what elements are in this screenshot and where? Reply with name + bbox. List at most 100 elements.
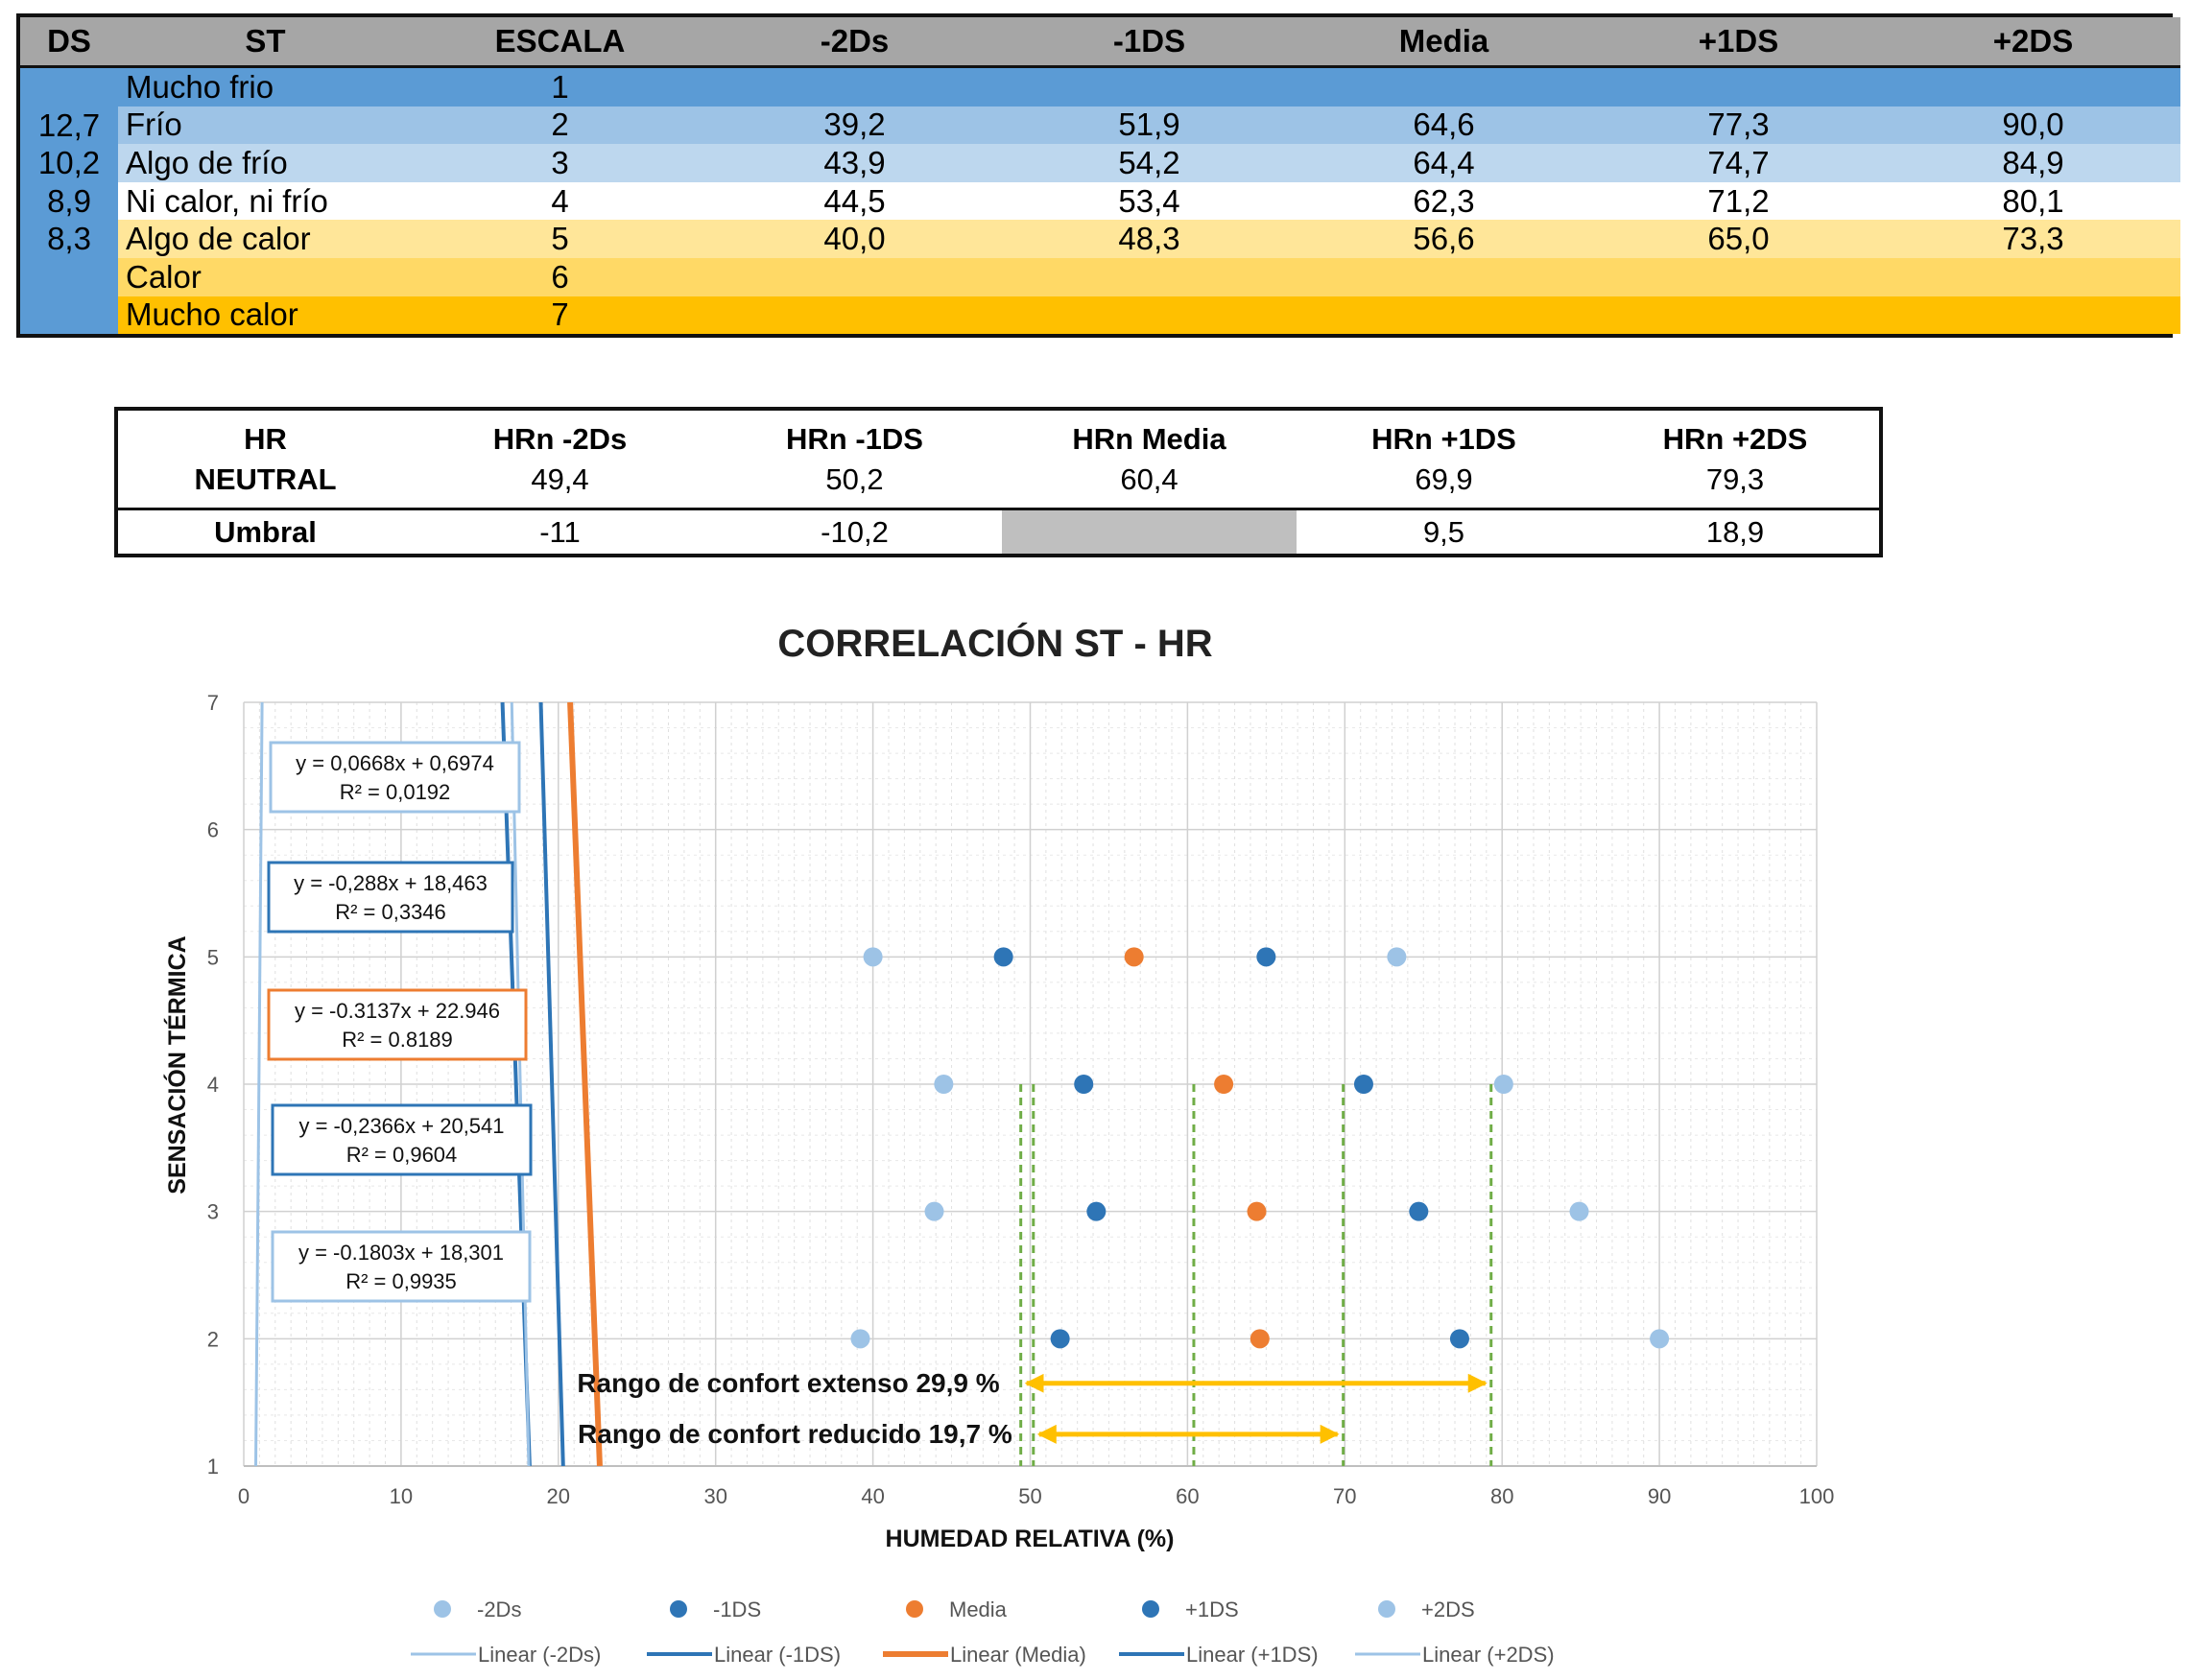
ds-column: 12,7 10,2 8,9 8,3 bbox=[20, 66, 118, 335]
p2ds-cell: 80,1 bbox=[2002, 182, 2064, 219]
hrn-m1ds-cell: HRn -1DS 50,2 bbox=[707, 411, 1002, 509]
st-cell: Calor bbox=[126, 258, 202, 295]
data-point bbox=[850, 1329, 870, 1349]
data-point bbox=[1050, 1329, 1070, 1349]
st-cell: Ni calor, ni frío bbox=[126, 182, 328, 219]
ds-value: 12,7 bbox=[37, 106, 101, 143]
ds-value: 8,3 bbox=[47, 221, 91, 257]
data-point bbox=[1353, 1075, 1373, 1094]
chart-title: CORRELACIÓN ST - HR bbox=[777, 621, 1212, 665]
hrn-p1ds-cell: HRn +1DS 69,9 bbox=[1297, 411, 1591, 509]
legend-label: Media bbox=[949, 1597, 1008, 1621]
hrn-media-value: 60,4 bbox=[1120, 461, 1178, 496]
m1ds-cell: 51,9 bbox=[1118, 106, 1180, 143]
umbral-p2ds: 18,9 bbox=[1591, 508, 1879, 554]
data-point bbox=[1449, 1329, 1469, 1349]
hrn-p2ds-header: HRn +2DS bbox=[1662, 421, 1808, 456]
scale-table: DS ST ESCALA -2Ds -1DS Media +1DS +2DS 1… bbox=[16, 13, 2180, 339]
trendline bbox=[510, 702, 531, 1466]
p2ds-cell: 73,3 bbox=[2002, 221, 2064, 257]
data-point bbox=[1569, 1201, 1589, 1221]
m2ds-cell: 40,0 bbox=[823, 221, 886, 257]
legend-marker bbox=[670, 1600, 687, 1618]
x-tick-label: 40 bbox=[861, 1484, 884, 1508]
x-tick-label: 80 bbox=[1490, 1484, 1513, 1508]
hr-neutral-label: HR NEUTRAL bbox=[118, 411, 413, 509]
trendline bbox=[254, 702, 264, 1466]
data-point bbox=[1214, 1075, 1234, 1094]
hrn-p1ds-header: HRn +1DS bbox=[1371, 421, 1516, 456]
legend-marker bbox=[1378, 1600, 1395, 1618]
equation-text: y = 0,0668x + 0,6974 bbox=[296, 751, 494, 775]
data-point bbox=[1256, 947, 1276, 967]
table-row: Algo de calor 5 40,0 48,3 56,6 65,0 73,3 bbox=[20, 220, 2180, 258]
data-point bbox=[924, 1201, 944, 1221]
y-tick-label: 2 bbox=[207, 1327, 219, 1351]
legend-label: +1DS bbox=[1185, 1597, 1239, 1621]
escala-cell: 2 bbox=[551, 106, 569, 143]
equation-box bbox=[271, 1103, 533, 1176]
hrn-p2ds-value: 79,3 bbox=[1705, 461, 1765, 496]
m1ds-cell: 53,4 bbox=[1118, 182, 1180, 219]
legend-trend-label: Linear (-2Ds) bbox=[478, 1643, 601, 1667]
umbral-m2ds: -11 bbox=[413, 508, 707, 554]
umbral-label: Umbral bbox=[118, 508, 413, 554]
y-tick-label: 5 bbox=[207, 945, 219, 969]
neutral-hr-table: HR NEUTRAL HRn -2Ds 49,4 HRn -1DS 50,2 H… bbox=[114, 407, 1883, 557]
m1ds-cell: 48,3 bbox=[1118, 221, 1180, 257]
st-cell: Algo de calor bbox=[126, 221, 311, 257]
m2ds-cell: 44,5 bbox=[823, 182, 886, 219]
x-tick-label: 100 bbox=[1799, 1484, 1835, 1508]
table-row: 12,7 10,2 8,9 8,3 Mucho frio 1 bbox=[20, 66, 2180, 335]
p1ds-cell: 65,0 bbox=[1707, 221, 1770, 257]
umbral-media bbox=[1002, 508, 1297, 554]
data-point bbox=[934, 1075, 954, 1094]
header-p1ds: +1DS bbox=[1591, 17, 1886, 68]
data-point bbox=[1409, 1201, 1429, 1221]
legend-trend-label: Linear (-1DS) bbox=[714, 1643, 841, 1667]
table-row: Calor 6 bbox=[20, 257, 2180, 296]
equation-box bbox=[267, 988, 528, 1061]
header-ds: DS bbox=[20, 17, 118, 68]
table-row: Mucho calor 7 bbox=[20, 296, 2180, 335]
hrn-m2ds-value: 49,4 bbox=[531, 461, 589, 496]
y-tick-label: 1 bbox=[207, 1455, 219, 1479]
equation-text: y = -0.1803x + 18,301 bbox=[298, 1241, 504, 1265]
media-cell: 64,4 bbox=[1413, 144, 1475, 180]
data-point bbox=[1493, 1075, 1513, 1094]
trendline bbox=[538, 702, 565, 1466]
table-row: Algo de frío 3 43,9 54,2 64,4 74,7 84,9 bbox=[20, 144, 2180, 182]
m2ds-cell: 39,2 bbox=[823, 106, 886, 143]
header-m2ds: -2Ds bbox=[707, 17, 1002, 68]
umbral-row: Umbral -11 -10,2 9,5 18,9 bbox=[118, 508, 1879, 554]
y-tick-label: 7 bbox=[207, 691, 219, 715]
legend-trend-label: Linear (+2DS) bbox=[1422, 1643, 1555, 1667]
header-media: Media bbox=[1297, 17, 1591, 68]
x-tick-label: 0 bbox=[238, 1484, 250, 1508]
media-cell: 62,3 bbox=[1413, 182, 1475, 219]
x-tick-label: 50 bbox=[1018, 1484, 1041, 1508]
st-cell: Frío bbox=[126, 106, 182, 143]
hr-label-line2: NEUTRAL bbox=[194, 461, 337, 496]
data-point bbox=[1250, 1329, 1270, 1349]
equation-text: y = -0,288x + 18,463 bbox=[294, 871, 488, 895]
trendline bbox=[567, 702, 603, 1466]
hrn-m1ds-value: 50,2 bbox=[825, 461, 884, 496]
st-cell: Mucho calor bbox=[126, 296, 298, 333]
y-tick-label: 3 bbox=[207, 1200, 219, 1224]
table-header-row: DS ST ESCALA -2Ds -1DS Media +1DS +2DS bbox=[20, 17, 2180, 68]
x-axis-label: HUMEDAD RELATIVA (%) bbox=[886, 1526, 1175, 1552]
hrn-m1ds-header: HRn -1DS bbox=[786, 421, 923, 456]
legend-trend-label: Linear (+1DS) bbox=[1186, 1643, 1319, 1667]
header-st: ST bbox=[118, 17, 413, 68]
media-cell: 64,6 bbox=[1413, 106, 1475, 143]
header-p2ds: +2DS bbox=[1886, 17, 2180, 68]
header-escala: ESCALA bbox=[413, 17, 707, 68]
legend-marker bbox=[906, 1600, 923, 1618]
p1ds-cell: 71,2 bbox=[1707, 182, 1770, 219]
hrn-p2ds-cell: HRn +2DS 79,3 bbox=[1591, 411, 1879, 509]
table-row: Ni calor, ni frío 4 44,5 53,4 62,3 71,2 80,1 bbox=[20, 181, 2180, 221]
p1ds-cell: 77,3 bbox=[1707, 106, 1770, 143]
escala-cell: 4 bbox=[551, 182, 569, 219]
p1ds-cell: 74,7 bbox=[1707, 144, 1770, 180]
